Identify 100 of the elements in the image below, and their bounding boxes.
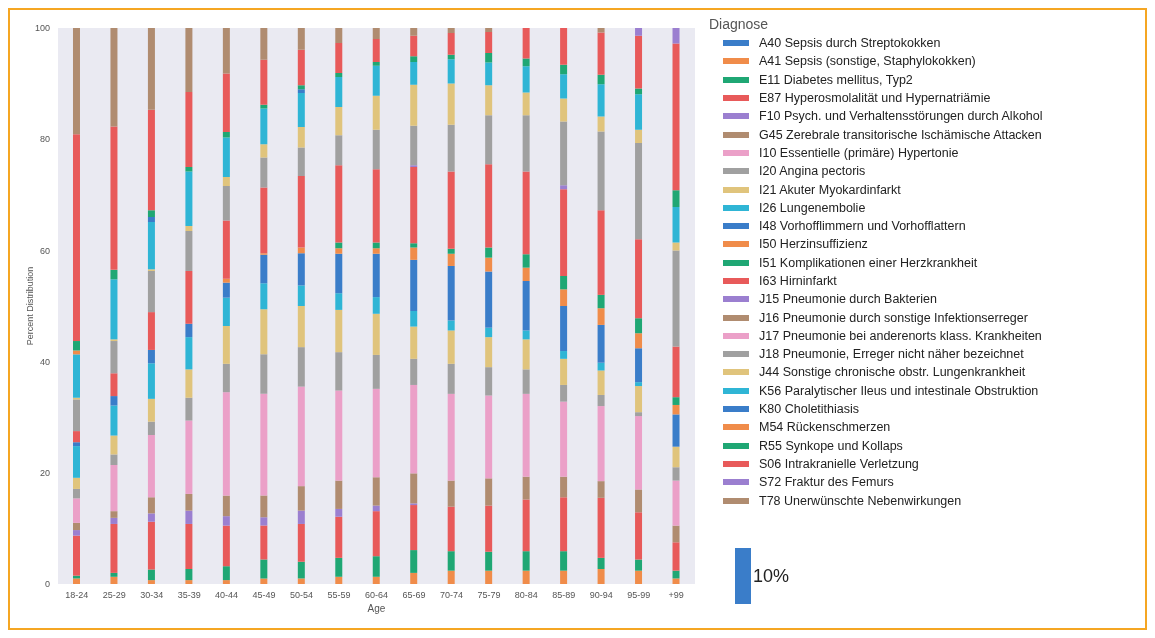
legend-label: J16 Pneumonie durch sonstige Infektionserreger: [759, 310, 1028, 325]
bar: [635, 333, 643, 349]
bar: [260, 495, 268, 518]
bar: [260, 525, 268, 560]
bar: [110, 28, 118, 127]
bar: [222, 73, 230, 132]
x-tick-label: 80-84: [514, 590, 538, 601]
bar: [597, 210, 605, 295]
legend-label: I50 Herzinsuffizienz: [759, 237, 868, 252]
bar: [260, 578, 268, 584]
bar: [372, 556, 380, 577]
bar: [72, 354, 80, 398]
bar: [447, 551, 455, 571]
bar: [335, 76, 343, 107]
x-tick-label: 95-99: [627, 590, 651, 601]
bar: [597, 84, 605, 117]
bar: [222, 580, 230, 584]
bar: [260, 393, 268, 496]
bar: [147, 421, 155, 435]
legend-label: J44 Sonstige chronische obstr. Lungenkrankheit: [759, 365, 1026, 380]
bar: [635, 412, 643, 417]
bar: [485, 85, 493, 116]
bar: [335, 253, 343, 294]
bar: [110, 454, 118, 466]
bar: [185, 167, 193, 172]
bar: [522, 330, 530, 340]
bar: [522, 551, 530, 571]
bar: [447, 54, 455, 60]
bar: [335, 390, 343, 481]
bar: [372, 39, 380, 62]
bar: [72, 488, 80, 499]
bar: [372, 511, 380, 557]
bar: [297, 93, 305, 127]
bar: [147, 28, 155, 110]
bar: [297, 85, 305, 90]
bar: [560, 275, 568, 290]
bar: [297, 486, 305, 511]
bar: [147, 210, 155, 218]
bar: [485, 505, 493, 552]
bar: [222, 28, 230, 74]
legend-title: Diagnose: [709, 16, 770, 32]
bar: [222, 363, 230, 393]
bar: [110, 373, 118, 397]
bar: [222, 137, 230, 178]
legend-label: E87 Hyperosmolalität und Hypernatriämie: [759, 91, 991, 106]
bar: [447, 83, 455, 125]
bar: [372, 576, 380, 584]
bar: [635, 143, 643, 240]
bar: [260, 59, 268, 105]
bar: [522, 254, 530, 268]
bar: [147, 580, 155, 584]
bar: [372, 242, 380, 249]
bar: [410, 247, 418, 260]
bar: [560, 351, 568, 359]
y-tick-label: 60: [39, 245, 50, 256]
bar: [372, 354, 380, 389]
bar: [372, 253, 380, 298]
x-tick-label: 85-89: [552, 590, 576, 601]
bar: [485, 570, 493, 584]
bar: [560, 551, 568, 571]
bar: [597, 131, 605, 211]
bar: [260, 254, 268, 284]
x-tick-label: 18-24: [65, 590, 89, 601]
x-tick-label: 75-79: [477, 590, 501, 601]
bar: [672, 242, 680, 251]
bar: [447, 124, 455, 172]
bar: [222, 297, 230, 327]
bar: [297, 147, 305, 176]
legend-label: F10 Psych. und Verhaltensstörungen durch Alkohol: [759, 109, 1043, 124]
bar: [185, 369, 193, 398]
bar: [485, 164, 493, 248]
bar: [147, 312, 155, 350]
bar: [72, 446, 80, 478]
bar: [110, 523, 118, 573]
bar: [110, 279, 118, 340]
bar: [522, 171, 530, 255]
bar: [672, 28, 680, 44]
bar: [522, 28, 530, 59]
bar: [260, 157, 268, 188]
bar: [110, 126, 118, 270]
bar: [410, 358, 418, 385]
bar: [297, 561, 305, 579]
bar: [335, 28, 343, 44]
bar: [147, 222, 155, 270]
bar: [297, 253, 305, 286]
bar: [635, 94, 643, 130]
bar: [185, 270, 193, 324]
bar: [560, 121, 568, 186]
bar: [335, 576, 343, 584]
bar: [185, 420, 193, 494]
bar: [72, 522, 80, 531]
bar: [147, 270, 155, 313]
bar: [222, 326, 230, 364]
bar: [185, 510, 193, 524]
bar: [222, 525, 230, 567]
bar: [485, 395, 493, 479]
x-tick-label: 65-69: [402, 590, 426, 601]
x-tick-label: 70-74: [439, 590, 463, 601]
bar: [185, 171, 193, 226]
legend-label: J17 Pneumonie bei anderenorts klass. Krankheiten: [759, 328, 1042, 343]
